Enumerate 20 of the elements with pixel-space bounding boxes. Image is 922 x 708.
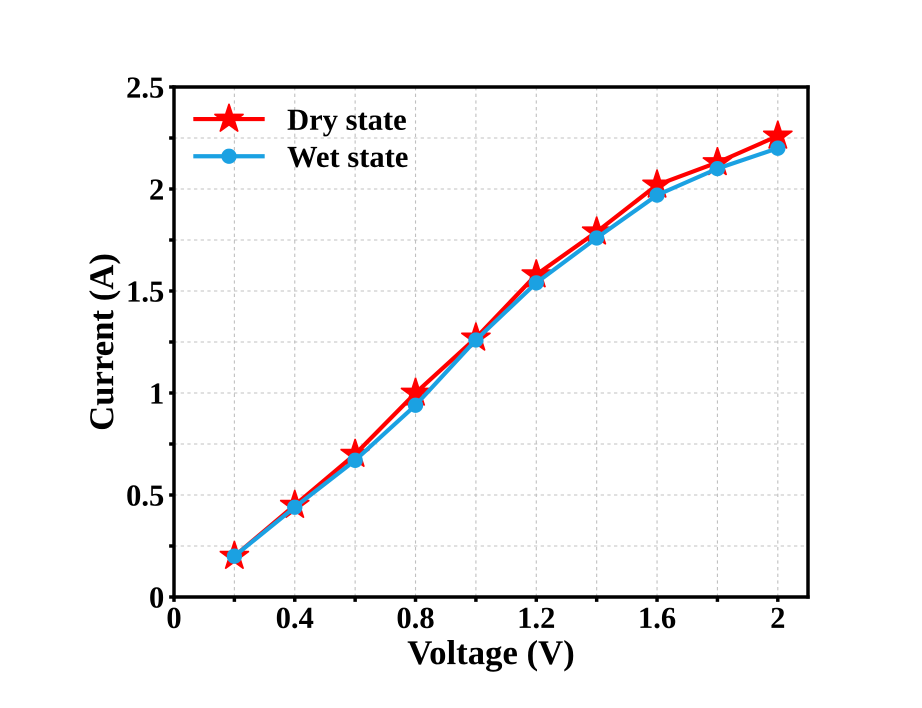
- x-tick-label: 0.8: [398, 608, 434, 628]
- y-tick-label: 2: [150, 179, 163, 200]
- x-tick-label: 0.4: [276, 608, 314, 628]
- x-tick-label: 0: [168, 608, 180, 628]
- x-tick-label: 1.2: [520, 608, 554, 628]
- y-tick-label: 0: [150, 587, 164, 608]
- y-tick-label: 1.5: [128, 281, 164, 302]
- legend-label: Wet state: [287, 146, 408, 168]
- point: [770, 140, 786, 156]
- x-tick-label: 1.6: [640, 608, 676, 628]
- legend-label: Dry state: [288, 110, 406, 136]
- x-tick-label: 2: [771, 608, 784, 628]
- point: [528, 275, 544, 290]
- y-tick-label: 2.5: [127, 77, 164, 98]
- point: [408, 398, 424, 413]
- y-tick-label: 1: [151, 383, 163, 404]
- point: [649, 187, 665, 203]
- x-axis-title: Voltage (V): [408, 640, 574, 672]
- y-tick-label: 0.5: [127, 485, 164, 506]
- y-axis-title: Current (A): [89, 254, 121, 430]
